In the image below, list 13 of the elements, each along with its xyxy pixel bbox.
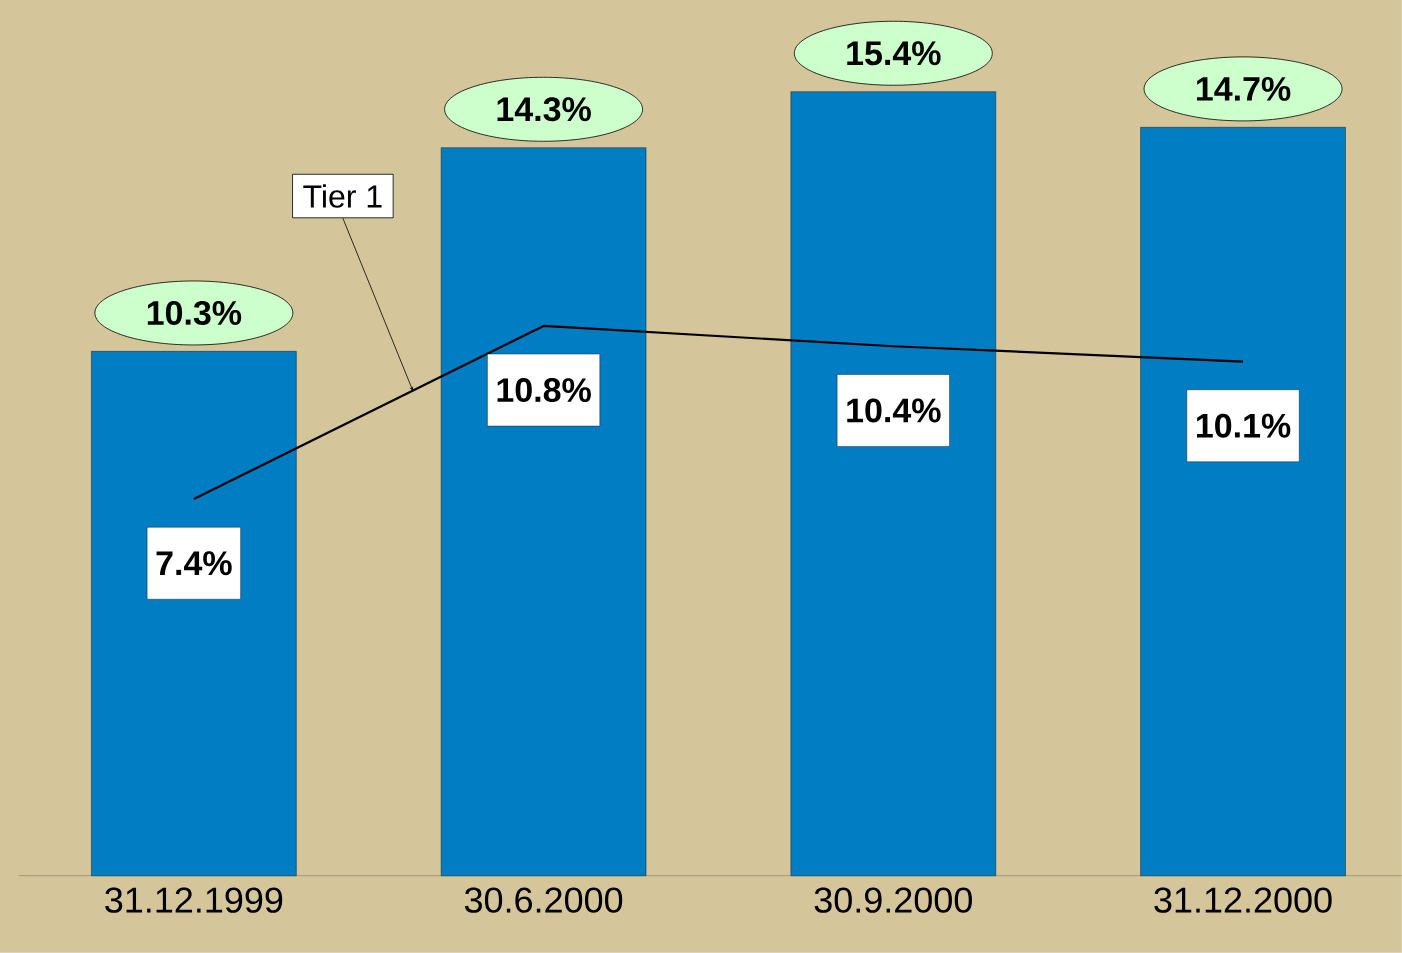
data-label: 15.4% [847, 41, 941, 66]
x-tick-label: 30.9.2000 [814, 887, 972, 913]
data-label: 10.1% [1196, 413, 1291, 438]
data-label: 10.8% [497, 378, 591, 403]
x-tick-label: 31.12.2000 [1154, 887, 1332, 913]
data-label: 14.7% [1196, 77, 1291, 101]
text: Tier 1 [303, 184, 382, 208]
data-label: 7.4% [156, 551, 232, 576]
data-label: 10.4% [847, 398, 941, 423]
data-label: 10.3% [147, 300, 242, 326]
data-label: 14.3% [497, 97, 591, 122]
x-tick-label: 30.6.2000 [464, 887, 623, 913]
x-tick-label: 31.12.1999 [105, 887, 283, 913]
